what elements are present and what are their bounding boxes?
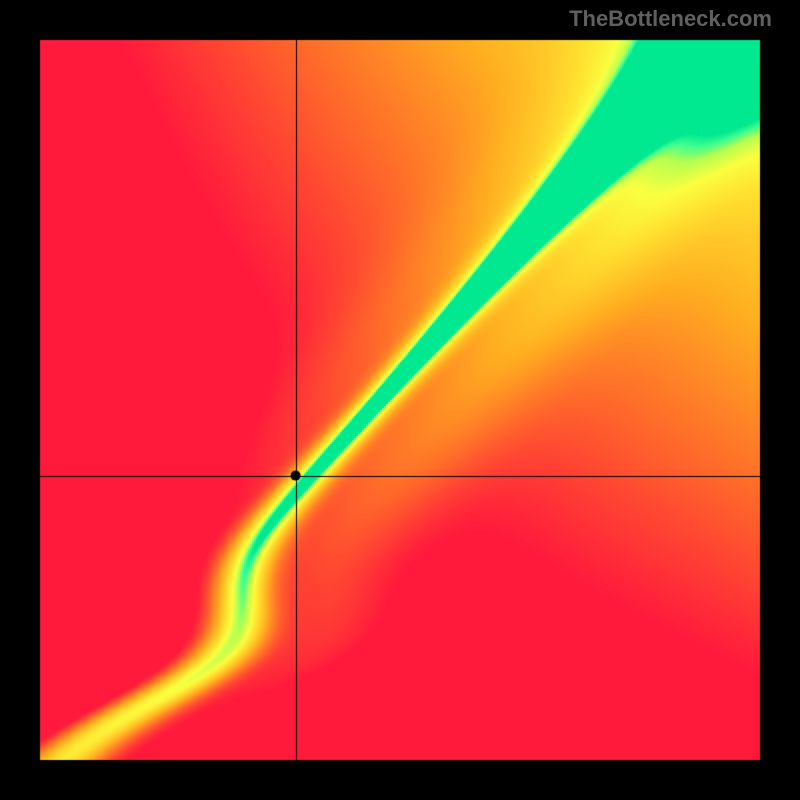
chart-container: TheBottleneck.com <box>0 0 800 800</box>
bottleneck-heatmap-canvas <box>0 0 800 800</box>
watermark-text: TheBottleneck.com <box>569 6 772 32</box>
